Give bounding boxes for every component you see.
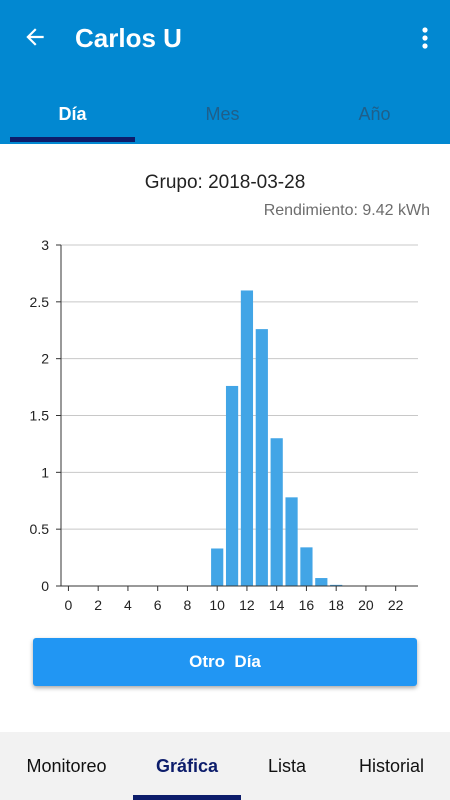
- x-tick-label: 14: [269, 597, 285, 613]
- bar: [211, 548, 224, 586]
- y-tick-label: 1.5: [30, 408, 50, 424]
- arrow-left-icon: [26, 28, 44, 46]
- y-tick-label: 0.5: [30, 521, 50, 537]
- tab-ano[interactable]: Año: [358, 103, 391, 124]
- other-day-button[interactable]: Otro Día: [33, 638, 417, 686]
- period-tabs: Día Mes Año: [0, 84, 450, 144]
- nav-grafica[interactable]: Gráfica: [155, 755, 219, 776]
- yield-label: Rendimiento: 9.42 kWh: [263, 202, 430, 219]
- nav-lista[interactable]: Lista: [267, 755, 307, 776]
- page-title: Carlos U: [75, 23, 182, 53]
- nav-monitoreo[interactable]: Monitoreo: [26, 755, 107, 776]
- nav-indicator: [133, 795, 241, 800]
- app-bar: Carlos U Día Mes Año: [0, 0, 450, 144]
- y-tick-label: 3: [41, 237, 49, 253]
- bar: [300, 547, 313, 586]
- y-tick-label: 0: [41, 578, 49, 594]
- bar: [270, 438, 283, 586]
- x-tick-label: 0: [65, 597, 73, 613]
- x-tick-label: 8: [184, 597, 192, 613]
- tab-indicator: [10, 137, 135, 142]
- overflow-menu-button[interactable]: [408, 18, 442, 58]
- bar: [285, 497, 298, 586]
- bottom-navigation: Monitoreo Gráfica Lista Historial: [0, 732, 450, 800]
- bar: [255, 329, 268, 586]
- back-button[interactable]: [12, 16, 58, 58]
- bar: [315, 578, 328, 586]
- y-tick-label: 2: [41, 351, 49, 367]
- energy-bar-chart: 0 0.5 1 1.5 2 2.5 3 0 2 4 6 8 10 12 14 16 18 20 22: [30, 237, 418, 613]
- y-tick-label: 1: [41, 464, 49, 480]
- x-tick-label: 10: [209, 597, 225, 613]
- nav-historial[interactable]: Historial: [358, 755, 424, 776]
- more-vert-icon: [422, 27, 428, 49]
- x-tick-label: 6: [154, 597, 162, 613]
- x-tick-label: 4: [124, 597, 132, 613]
- x-tick-label: 18: [328, 597, 344, 613]
- group-date-title: Grupo: 2018-03-28: [144, 172, 306, 193]
- x-tick-label: 2: [94, 597, 102, 613]
- bar: [330, 584, 343, 586]
- x-tick-label: 12: [239, 597, 255, 613]
- x-tick-label: 16: [299, 597, 315, 613]
- x-tick-label: 20: [358, 597, 374, 613]
- tab-dia[interactable]: Día: [58, 103, 87, 124]
- bar: [240, 290, 254, 586]
- x-tick-label: 22: [388, 597, 404, 613]
- y-tick-label: 2.5: [30, 294, 50, 310]
- bar: [225, 385, 239, 586]
- tab-mes[interactable]: Mes: [205, 103, 240, 124]
